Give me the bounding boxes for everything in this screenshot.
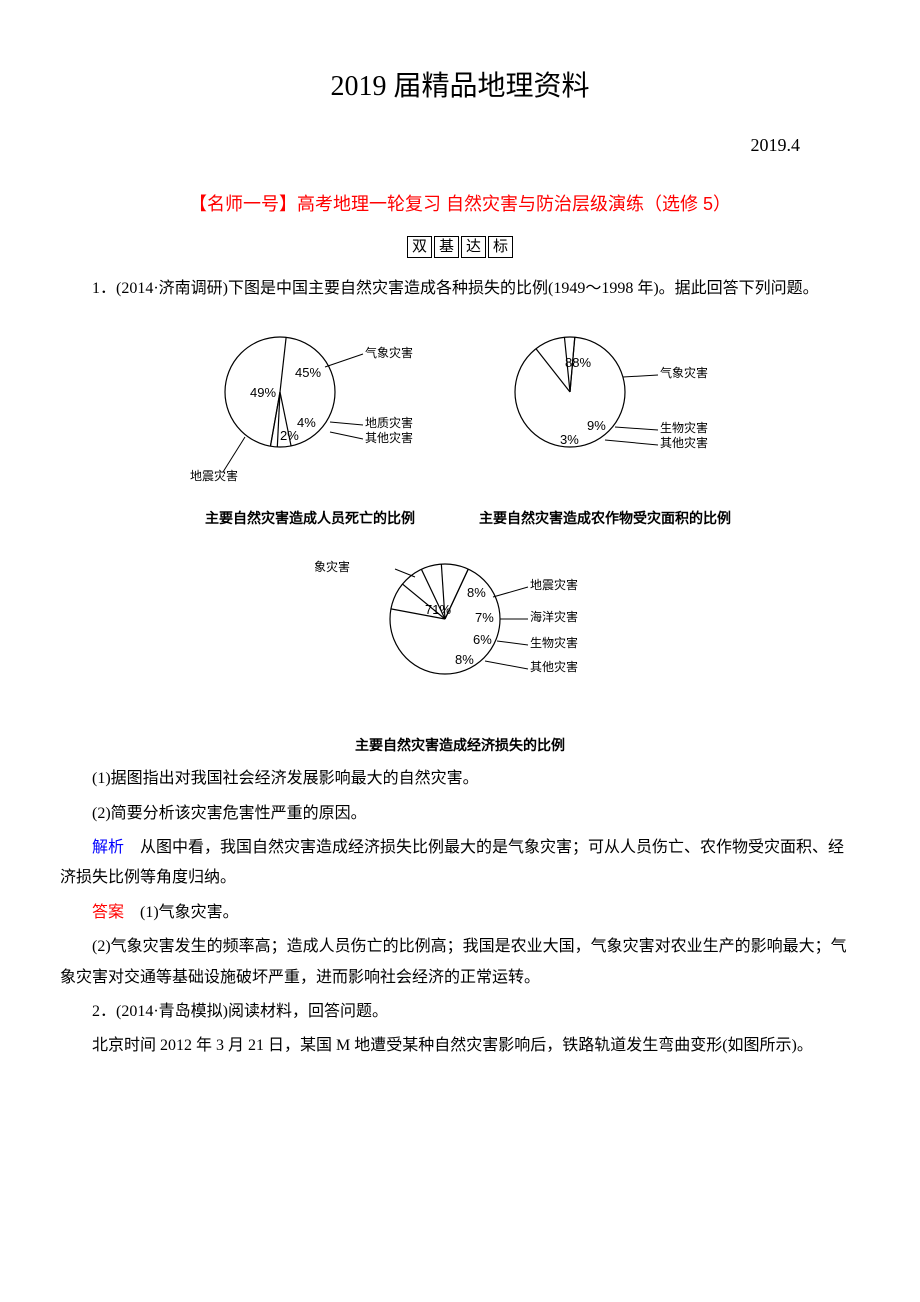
svg-text:生物灾害: 生物灾害 [660, 420, 708, 435]
svg-text:地震灾害: 地震灾害 [530, 577, 578, 592]
svg-text:7%: 7% [475, 610, 494, 625]
svg-text:气象灾害: 气象灾害 [660, 365, 708, 380]
pie1-caption: 主要自然灾害造成人员死亡的比例 [185, 505, 435, 532]
q2-prompt: 2．(2014·青岛模拟)阅读材料，回答问题。 [60, 997, 860, 1027]
svg-text:6%: 6% [473, 632, 492, 647]
pie-chart-economic: 71% 气象灾害 8% 地震灾害 7% 海洋灾害 6% 生物灾害 8% 其他灾害 主要自然灾害造成… [315, 549, 605, 758]
svg-text:8%: 8% [455, 652, 474, 667]
svg-text:88%: 88% [565, 355, 591, 370]
boxed-char: 达 [461, 236, 486, 258]
analysis-label: 解析 [92, 839, 124, 856]
q1-prompt: 1．(2014·济南调研)下图是中国主要自然灾害造成各种损失的比例(1949～1… [60, 274, 860, 304]
answer-label: 答案 [92, 904, 124, 921]
boxed-char: 标 [488, 236, 513, 258]
pie-chart-deaths: 49% 地震灾害 45% 气象灾害 4% 地质灾害 2% 其他灾害 主要自然灾害造成人员死亡的… [185, 322, 435, 531]
boxed-char: 双 [407, 236, 432, 258]
q2-body: 北京时间 2012 年 3 月 21 日，某国 M 地遭受某种自然灾害影响后，铁… [60, 1031, 860, 1061]
svg-text:其他灾害: 其他灾害 [530, 659, 578, 674]
q1-sub1: (1)据图指出对我国社会经济发展影响最大的自然灾害。 [60, 764, 860, 794]
q1-answer1: 答案 (1)气象灾害。 [60, 898, 860, 928]
red-subtitle: 【名师一号】高考地理一轮复习 自然灾害与防治层级演练（选修 5） [60, 187, 860, 221]
analysis-text: 从图中看，我国自然灾害造成经济损失比例最大的是气象灾害；可从人员伤亡、农作物受灾… [60, 839, 844, 886]
pie2-caption: 主要自然灾害造成农作物受灾面积的比例 [475, 505, 735, 532]
svg-text:49%: 49% [250, 385, 276, 400]
chart-row-top: 49% 地震灾害 45% 气象灾害 4% 地质灾害 2% 其他灾害 主要自然灾害造成人员死亡的… [60, 322, 860, 531]
svg-text:9%: 9% [587, 418, 606, 433]
svg-text:气象灾害: 气象灾害 [365, 345, 413, 360]
svg-text:4%: 4% [297, 415, 316, 430]
pie3-svg: 71% 气象灾害 8% 地震灾害 7% 海洋灾害 6% 生物灾害 8% 其他灾害 [315, 549, 605, 714]
svg-text:生物灾害: 生物灾害 [530, 635, 578, 650]
boxed-heading: 双基达标 [60, 232, 860, 262]
boxed-char: 基 [434, 236, 459, 258]
svg-text:71%: 71% [425, 602, 451, 617]
svg-text:海洋灾害: 海洋灾害 [530, 609, 578, 624]
q1-answer2: (2)气象灾害发生的频率高；造成人员伤亡的比例高；我国是农业大国，气象灾害对农业… [60, 932, 860, 993]
pie3-caption: 主要自然灾害造成经济损失的比例 [315, 732, 605, 759]
date-line: 2019.4 [60, 128, 800, 162]
q1-analysis: 解析 从图中看，我国自然灾害造成经济损失比例最大的是气象灾害；可从人员伤亡、农作… [60, 833, 860, 894]
svg-text:3%: 3% [560, 432, 579, 447]
svg-text:2%: 2% [280, 428, 299, 443]
answer1-text: (1)气象灾害。 [124, 904, 239, 921]
svg-text:45%: 45% [295, 365, 321, 380]
main-title: 2019 届精品地理资料 [60, 60, 860, 113]
svg-text:地震灾害: 地震灾害 [190, 468, 238, 483]
pie1-svg: 49% 地震灾害 45% 气象灾害 4% 地质灾害 2% 其他灾害 [185, 322, 435, 487]
pie2-svg: 88% 气象灾害 9% 生物灾害 3% 其他灾害 [475, 322, 735, 487]
chart-row-bottom: 71% 气象灾害 8% 地震灾害 7% 海洋灾害 6% 生物灾害 8% 其他灾害 主要自然灾害造成… [60, 549, 860, 758]
svg-text:其他灾害: 其他灾害 [660, 435, 708, 450]
svg-text:8%: 8% [467, 585, 486, 600]
q1-sub2: (2)简要分析该灾害危害性严重的原因。 [60, 799, 860, 829]
svg-text:地质灾害: 地质灾害 [365, 415, 413, 430]
svg-text:其他灾害: 其他灾害 [365, 430, 413, 445]
svg-text:气象灾害: 气象灾害 [315, 559, 350, 574]
pie-chart-crops: 88% 气象灾害 9% 生物灾害 3% 其他灾害 主要自然灾害造成农作物受灾面积的比例 [475, 322, 735, 531]
